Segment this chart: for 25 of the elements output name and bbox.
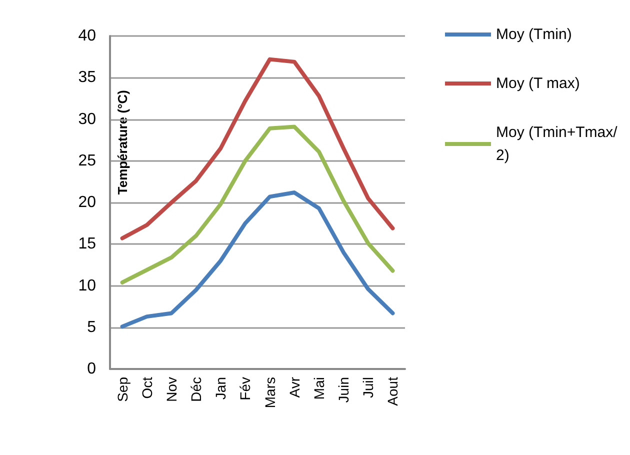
y-tick-label: 20 bbox=[78, 194, 96, 211]
x-tick-label: Jan bbox=[212, 377, 229, 400]
legend-label: Moy (T max) bbox=[496, 75, 580, 92]
legend-label: Moy (Tmin+Tmax/2) bbox=[496, 124, 618, 164]
x-tick-label: Oct bbox=[138, 376, 155, 399]
x-tick-label: Juin bbox=[336, 377, 352, 403]
y-tick-label: 0 bbox=[87, 360, 96, 378]
x-tick-label: Nov bbox=[163, 377, 180, 402]
y-tick-label: 15 bbox=[78, 236, 96, 253]
x-tick-label: Fév bbox=[237, 377, 254, 400]
y-axis-title: Température (°C) bbox=[115, 90, 130, 195]
x-tick-label: Sep bbox=[114, 376, 130, 402]
y-tick-label: 5 bbox=[87, 318, 96, 336]
x-tick-label: Mars bbox=[262, 377, 278, 408]
y-tick-label: 35 bbox=[78, 69, 96, 86]
x-tick-label: Aout bbox=[384, 376, 401, 406]
y-tick-label: 40 bbox=[78, 28, 96, 44]
x-tick-label: Mai bbox=[310, 377, 327, 400]
y-tick-label: 30 bbox=[78, 110, 96, 128]
legend-label: Moy (Tmin) bbox=[496, 26, 572, 43]
y-tick-label: 25 bbox=[78, 152, 96, 170]
y-tick-label: 10 bbox=[78, 277, 96, 294]
x-tick-label: Avr bbox=[286, 376, 302, 398]
x-tick-label: Déc bbox=[188, 377, 204, 402]
x-tick-label: Juil bbox=[360, 377, 376, 398]
